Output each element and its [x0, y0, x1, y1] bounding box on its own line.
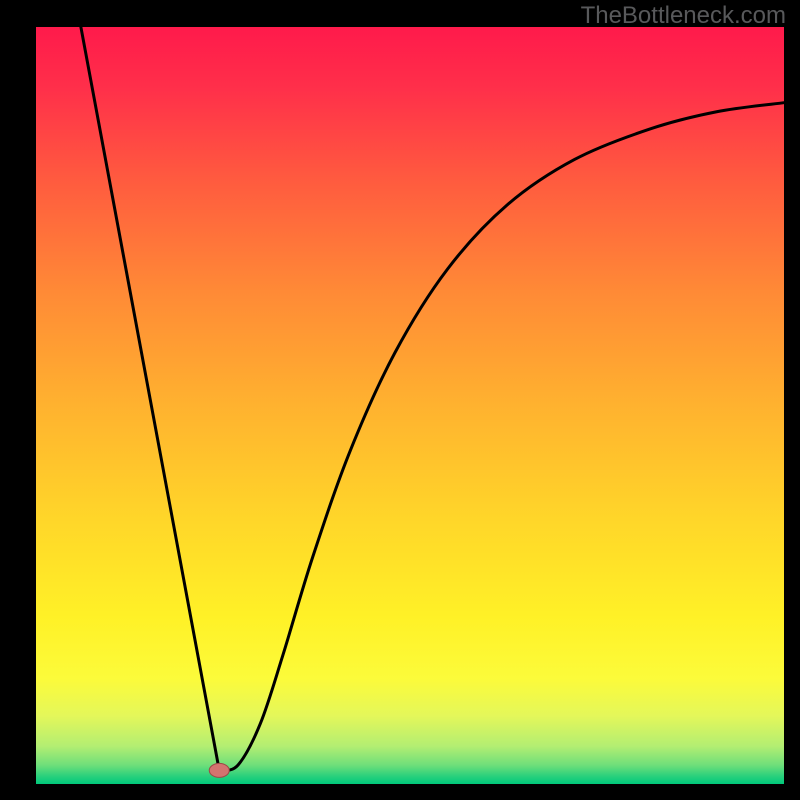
gradient-background — [36, 27, 784, 784]
optimal-point-marker — [209, 763, 229, 777]
bottleneck-curve-chart — [0, 0, 800, 800]
watermark-label: TheBottleneck.com — [581, 2, 786, 30]
